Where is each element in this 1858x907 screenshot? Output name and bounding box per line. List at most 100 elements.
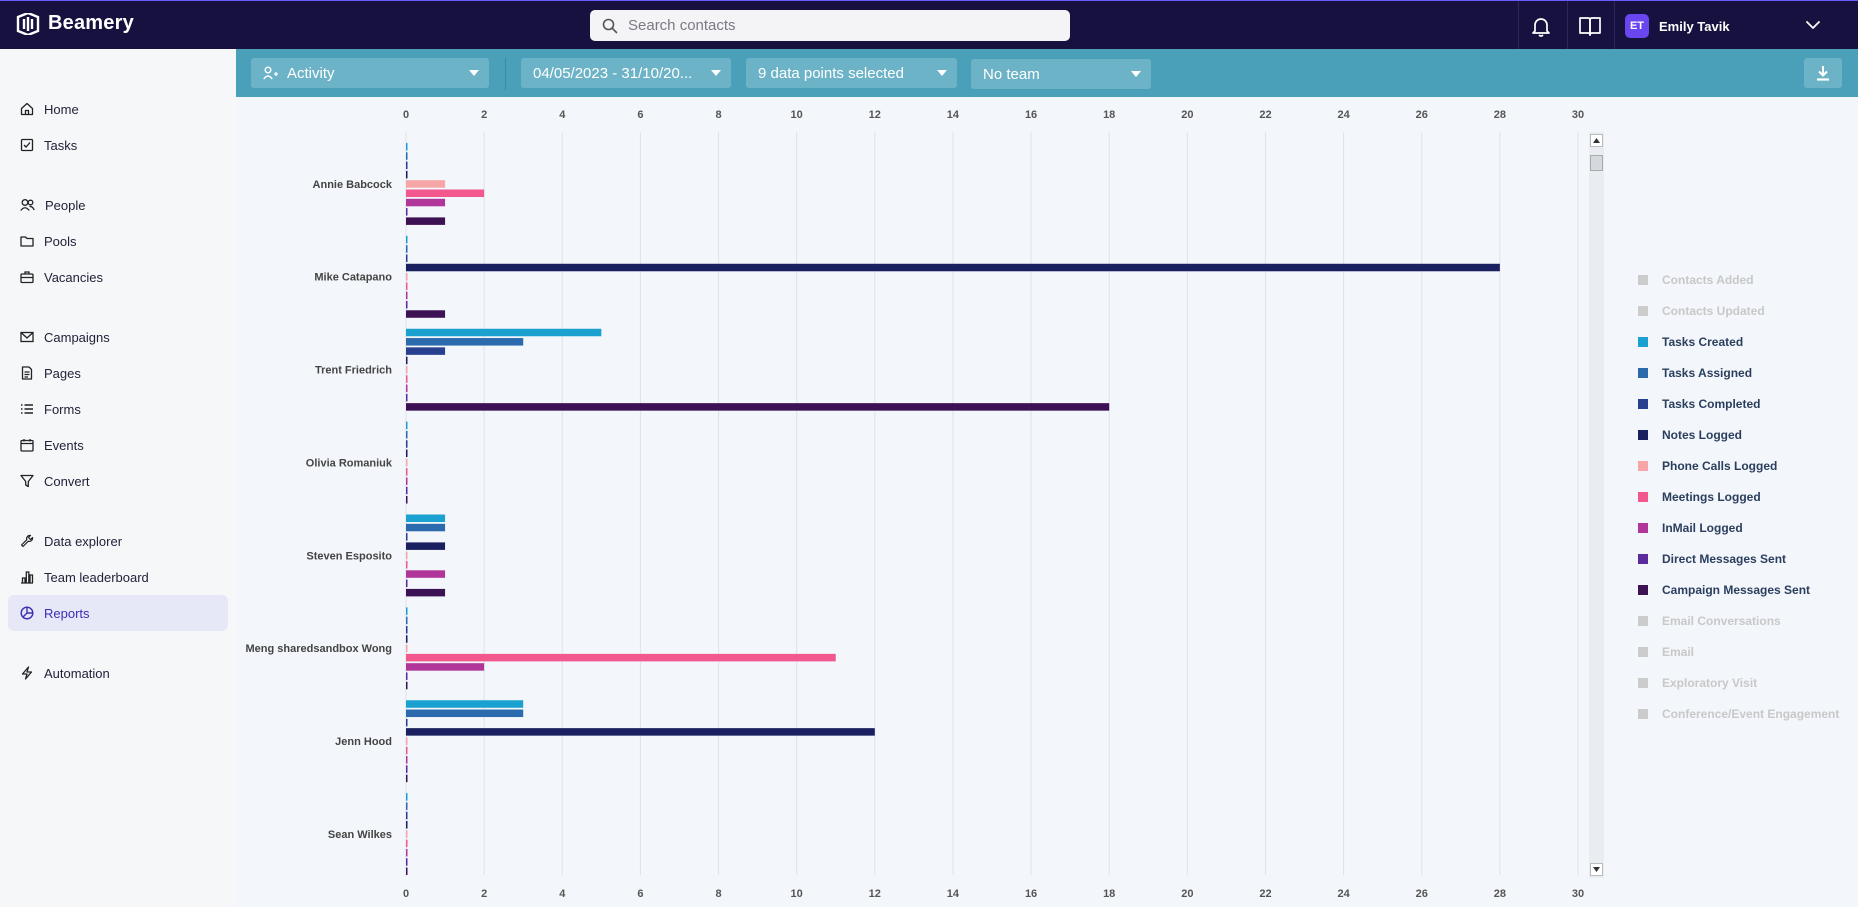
sidebar-item-automation[interactable]: Automation: [8, 655, 228, 691]
sidebar-item-forms[interactable]: Forms: [8, 391, 228, 427]
sidebar-item-label: Convert: [44, 473, 90, 489]
search-icon: [602, 18, 618, 33]
mail-icon: [20, 331, 34, 343]
x-tick-label-top: 10: [791, 109, 803, 121]
bar: [406, 737, 408, 745]
bar: [406, 848, 408, 857]
sidebar-item-people[interactable]: People: [8, 187, 228, 223]
legend-label: Direct Messages Sent: [1662, 552, 1787, 566]
legend-label: Tasks Completed: [1662, 397, 1761, 411]
caret-down-icon: [711, 70, 721, 76]
legend-item[interactable]: Email: [1638, 642, 1694, 662]
bar: [406, 700, 524, 708]
legend-item[interactable]: Exploratory Visit: [1638, 673, 1757, 693]
home-icon: [20, 102, 34, 116]
sidebar-item-team-leaderboard[interactable]: Team leaderboard: [8, 559, 228, 595]
legend-swatch: [1638, 678, 1648, 688]
bar: [406, 180, 446, 188]
legend-label: Contacts Updated: [1662, 304, 1765, 318]
legend-item[interactable]: Contacts Updated: [1638, 301, 1765, 321]
scroll-down-button[interactable]: [1590, 863, 1603, 876]
legend-item[interactable]: InMail Logged: [1638, 518, 1743, 538]
bar: [406, 254, 408, 262]
sidebar-item-convert[interactable]: Convert: [8, 463, 228, 499]
legend-label: Tasks Assigned: [1662, 366, 1753, 380]
bar: [406, 310, 446, 318]
sidebar-item-data-explorer[interactable]: Data explorer: [8, 523, 228, 559]
bar: [406, 718, 408, 727]
bar: [406, 533, 408, 541]
legend-item[interactable]: Tasks Completed: [1638, 394, 1760, 414]
notifications-bell-icon[interactable]: [1528, 13, 1554, 39]
sidebar-item-label: Home: [44, 101, 79, 117]
report-type-dropdown[interactable]: Activity: [251, 58, 489, 88]
legend-item[interactable]: Meetings Logged: [1638, 487, 1761, 507]
sidebar-item-events[interactable]: Events: [8, 427, 228, 463]
category-label: Meng sharedsandbox Wong: [246, 643, 392, 655]
sidebar-item-tasks[interactable]: Tasks: [8, 127, 228, 163]
legend-label: Tasks Created: [1662, 335, 1744, 349]
bar: [406, 356, 408, 365]
data-points-dropdown[interactable]: 9 data points selected: [746, 58, 957, 88]
topbar-divider: [1567, 1, 1568, 50]
x-tick-label-top: 18: [1103, 109, 1115, 121]
legend-label: Email Conversations: [1662, 614, 1781, 628]
help-book-icon[interactable]: [1577, 13, 1603, 39]
bar: [406, 152, 408, 160]
legend-item[interactable]: Direct Messages Sent: [1638, 549, 1786, 569]
search-box[interactable]: [590, 10, 1070, 41]
legend-item[interactable]: Contacts Added: [1638, 270, 1754, 290]
sidebar-item-vacancies[interactable]: Vacancies: [8, 259, 228, 295]
legend-swatch: [1638, 461, 1648, 471]
download-button[interactable]: [1804, 58, 1842, 88]
search-input[interactable]: [628, 17, 1048, 34]
legend-item[interactable]: Tasks Assigned: [1638, 363, 1752, 383]
legend-label: Meetings Logged: [1662, 490, 1761, 504]
sidebar-item-pools[interactable]: Pools: [8, 223, 228, 259]
x-tick-label-top: 30: [1572, 109, 1584, 121]
chevron-down-icon[interactable]: [1805, 17, 1821, 33]
sidebar-item-campaigns[interactable]: Campaigns: [8, 319, 228, 355]
scroll-thumb[interactable]: [1590, 155, 1603, 171]
x-tick-label-top: 12: [869, 109, 881, 121]
legend-item[interactable]: Notes Logged: [1638, 425, 1742, 445]
filter-divider: [505, 58, 506, 90]
user-menu[interactable]: ET Emily Tavik: [1625, 14, 1730, 38]
bar: [406, 542, 446, 550]
bar: [406, 588, 446, 597]
bar: [406, 830, 408, 838]
pie-chart-icon: [20, 606, 34, 620]
sidebar-item-home[interactable]: Home: [8, 91, 228, 127]
bar: [406, 273, 408, 281]
legend-swatch: [1638, 647, 1648, 657]
bar: [406, 616, 408, 625]
wrench-icon: [20, 534, 34, 548]
chart-scrollbar-track[interactable]: [1589, 132, 1604, 878]
legend-item[interactable]: Email Conversations: [1638, 611, 1781, 631]
caret-down-icon: [469, 70, 479, 76]
sidebar-item-reports[interactable]: Reports: [8, 595, 228, 631]
legend-item[interactable]: Phone Calls Logged: [1638, 456, 1777, 476]
filter-icon: [20, 474, 34, 488]
sidebar-item-label: Reports: [44, 605, 90, 621]
category-label: Jenn Hood: [335, 736, 392, 748]
sidebar-item-label: Pages: [44, 365, 81, 381]
legend-item[interactable]: Tasks Created: [1638, 332, 1743, 352]
bar: [406, 728, 875, 736]
x-tick-label-top: 20: [1181, 109, 1193, 121]
bar: [406, 496, 408, 504]
date-range-dropdown[interactable]: 04/05/2023 - 31/10/20...: [521, 58, 731, 88]
app-logo[interactable]: Beamery: [16, 12, 134, 35]
legend-item[interactable]: Campaign Messages Sent: [1638, 580, 1810, 600]
briefcase-icon: [20, 271, 34, 284]
sidebar-item-label: Tasks: [44, 137, 78, 153]
legend-swatch: [1638, 337, 1648, 347]
legend-item[interactable]: Conference/Event Engagement: [1638, 704, 1839, 724]
bar: [406, 189, 485, 197]
bar: [406, 282, 408, 290]
team-dropdown[interactable]: No team: [971, 59, 1151, 89]
bar: [406, 774, 408, 783]
x-tick-label-top: 8: [715, 109, 721, 121]
sidebar-item-pages[interactable]: Pages: [8, 355, 228, 391]
scroll-up-button[interactable]: [1590, 134, 1603, 147]
